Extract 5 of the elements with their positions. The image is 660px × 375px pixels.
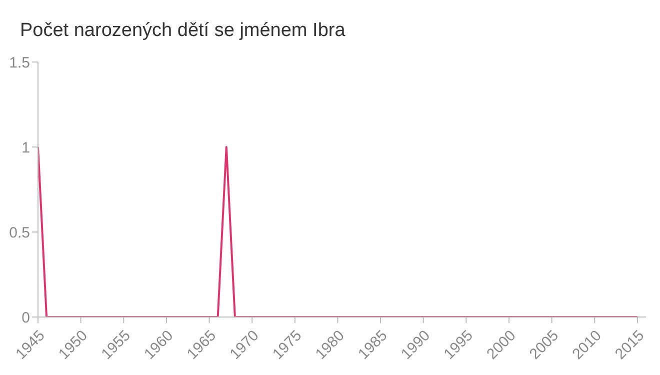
y-tick-label: 1.5 bbox=[9, 54, 30, 72]
chart-title: Počet narozených dětí se jménem Ibra bbox=[20, 20, 346, 42]
y-tick-label: 0.5 bbox=[9, 224, 30, 242]
y-tick-label: 1 bbox=[22, 139, 30, 156]
y-tick-label: 0 bbox=[22, 309, 30, 326]
